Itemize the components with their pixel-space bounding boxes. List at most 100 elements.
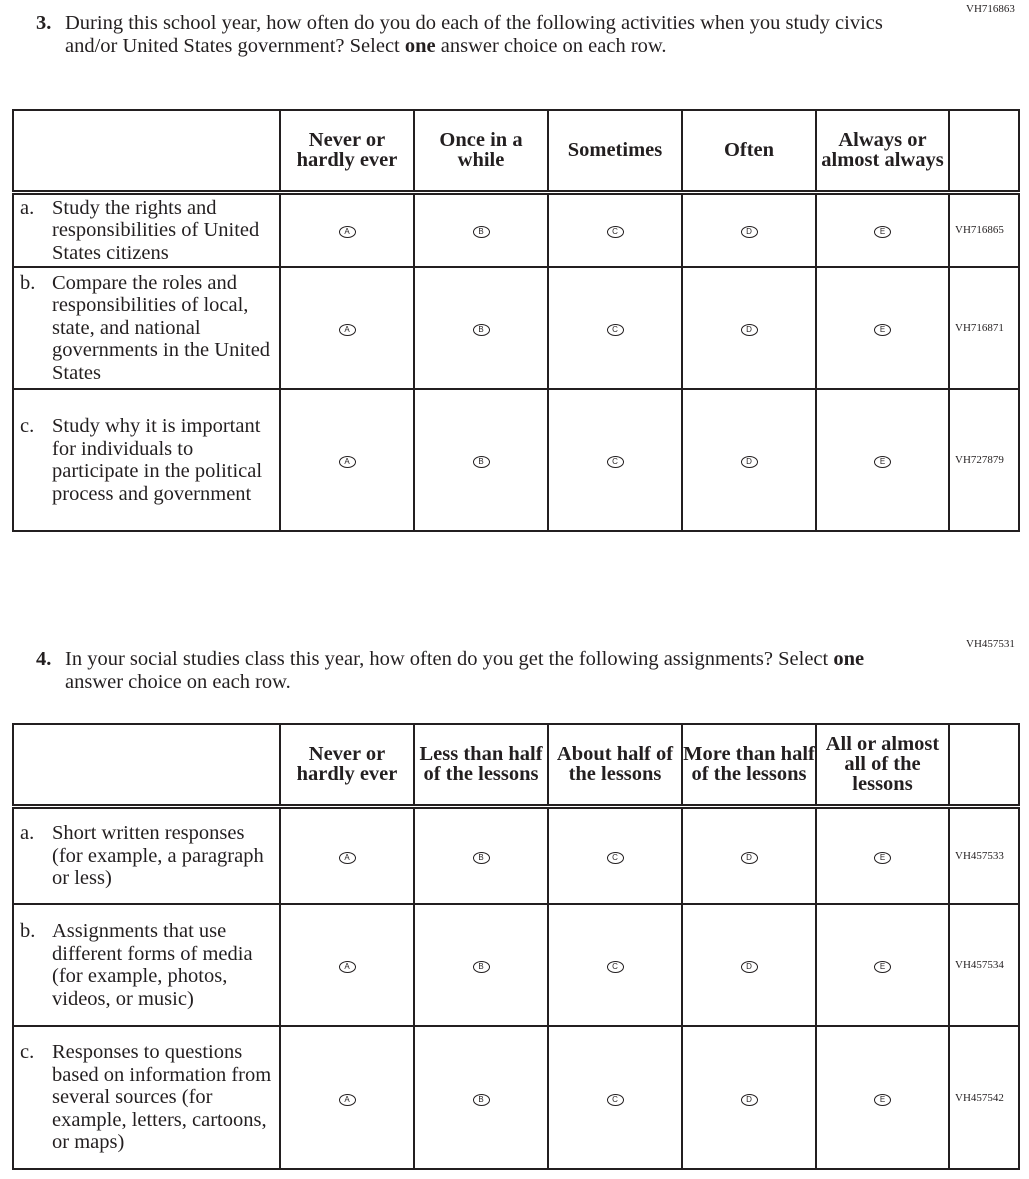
answer-bubble-d[interactable]: D [740, 961, 758, 973]
answer-bubble-d[interactable]: D [740, 226, 758, 239]
answer-bubble-b[interactable]: B [472, 226, 490, 239]
row-letter: a. [20, 196, 35, 219]
answer-bubble-a[interactable]: A [338, 456, 356, 468]
answer-bubble-b[interactable]: B [472, 851, 490, 864]
answer-cell: D [681, 266, 817, 390]
row-text: Compare the roles and responsibilities o… [52, 271, 271, 384]
item-code: VH457533 [948, 805, 1020, 905]
prompt-text-end: answer choice on each row. [65, 671, 291, 693]
answer-cell: E [815, 266, 950, 390]
answer-cell: E [815, 388, 950, 532]
question-4-prompt: 4. In your social studies class this yea… [36, 648, 916, 694]
row-text: Study the rights and responsibilities of… [52, 196, 260, 264]
answer-bubble-c[interactable]: C [606, 324, 624, 336]
answer-cell: C [547, 191, 683, 268]
row-text: Assignments that use different forms of … [52, 920, 253, 1010]
column-header: All or almost all of the lessons [815, 723, 950, 809]
answer-cell: D [681, 903, 817, 1027]
answer-cell: C [547, 903, 683, 1027]
question-id: VH716863 [966, 3, 1015, 15]
prompt-bold: one [404, 35, 436, 57]
answer-bubble-e[interactable]: E [874, 961, 891, 973]
answer-bubble-b[interactable]: B [472, 456, 490, 468]
table-row: a. Study the rights and responsibilities … [12, 191, 1020, 268]
answer-cell: B [413, 388, 549, 532]
question-4-table: Never or hardly ever Less than half of th… [12, 723, 1020, 1170]
table-row: b. Compare the roles and responsibilities… [12, 266, 1020, 390]
row-text: Study why it is important for individual… [52, 415, 263, 505]
answer-bubble-a[interactable]: A [338, 1093, 356, 1106]
answer-bubble-d[interactable]: D [740, 1093, 758, 1106]
row-label: a. Short written responses (for example, … [12, 805, 281, 905]
row-label: b. Assignments that use different forms o… [12, 903, 281, 1027]
answer-cell: E [815, 805, 950, 905]
answer-cell: C [547, 266, 683, 390]
answer-cell: A [279, 903, 415, 1027]
answer-bubble-a[interactable]: A [338, 226, 356, 239]
answer-cell: A [279, 1025, 415, 1170]
column-header: Once in a while [413, 109, 549, 195]
answer-bubble-d[interactable]: D [740, 851, 758, 864]
row-letter: a. [20, 822, 35, 844]
question-number: 4. [36, 648, 52, 670]
answer-bubble-c[interactable]: C [606, 1093, 624, 1106]
answer-bubble-b[interactable]: B [472, 324, 490, 336]
prompt-text: In your social studies class this year, … [65, 648, 834, 670]
column-header: Never or hardly ever [279, 723, 415, 809]
answer-cell: C [547, 805, 683, 905]
answer-bubble-e[interactable]: E [874, 851, 891, 864]
row-text: Short written responses (for example, a … [52, 822, 264, 889]
answer-bubble-c[interactable]: C [606, 851, 624, 864]
row-text: Responses to questions based on informat… [52, 1041, 272, 1154]
answer-bubble-d[interactable]: D [740, 324, 758, 336]
answer-cell: B [413, 903, 549, 1027]
answer-bubble-c[interactable]: C [606, 456, 624, 468]
answer-cell: D [681, 805, 817, 905]
column-header: Always or almost always [815, 109, 950, 195]
header-code [948, 109, 1020, 195]
answer-bubble-c[interactable]: C [606, 226, 624, 239]
answer-bubble-b[interactable]: B [472, 1093, 490, 1106]
answer-cell: E [815, 903, 950, 1027]
answer-cell: A [279, 805, 415, 905]
answer-bubble-d[interactable]: D [740, 456, 758, 468]
row-label: c. Study why it is important for individu… [12, 388, 281, 532]
answer-bubble-a[interactable]: A [338, 961, 356, 973]
column-header: More than half of the lessons [681, 723, 817, 809]
item-code: VH716871 [948, 266, 1020, 390]
answer-cell: D [681, 388, 817, 532]
column-header: Sometimes [547, 109, 683, 195]
answer-bubble-a[interactable]: A [338, 324, 356, 336]
row-letter: b. [20, 920, 36, 942]
answer-bubble-a[interactable]: A [338, 851, 356, 864]
prompt-text: During this school year, how often do yo… [65, 12, 883, 57]
row-label: c. Responses to questions based on inform… [12, 1025, 281, 1170]
answer-cell: B [413, 805, 549, 905]
item-code: VH716865 [948, 191, 1020, 268]
answer-bubble-e[interactable]: E [874, 456, 891, 468]
question-3-prompt: 3. During this school year, how often do… [36, 12, 916, 58]
answer-cell: A [279, 388, 415, 532]
header-empty [12, 723, 281, 809]
table-row: c. Responses to questions based on inform… [12, 1025, 1020, 1170]
column-header: Less than half of the lessons [413, 723, 549, 809]
answer-bubble-e[interactable]: E [874, 1093, 891, 1106]
answer-cell: B [413, 1025, 549, 1170]
answer-bubble-b[interactable]: B [472, 961, 490, 973]
answer-bubble-e[interactable]: E [874, 324, 891, 336]
answer-cell: D [681, 191, 817, 268]
table-row: b. Assignments that use different forms o… [12, 903, 1020, 1027]
item-code: VH457542 [948, 1025, 1020, 1170]
prompt-text-end: answer choice on each row. [435, 35, 667, 57]
answer-cell: A [279, 266, 415, 390]
answer-cell: C [547, 1025, 683, 1170]
answer-cell: B [413, 191, 549, 268]
header-code [948, 723, 1020, 809]
column-header: Often [681, 109, 817, 195]
answer-bubble-e[interactable]: E [874, 226, 891, 239]
answer-cell: C [547, 388, 683, 532]
column-header: About half of the lessons [547, 723, 683, 809]
table-row: a. Short written responses (for example, … [12, 805, 1020, 905]
answer-cell: D [681, 1025, 817, 1170]
answer-bubble-c[interactable]: C [606, 961, 624, 973]
